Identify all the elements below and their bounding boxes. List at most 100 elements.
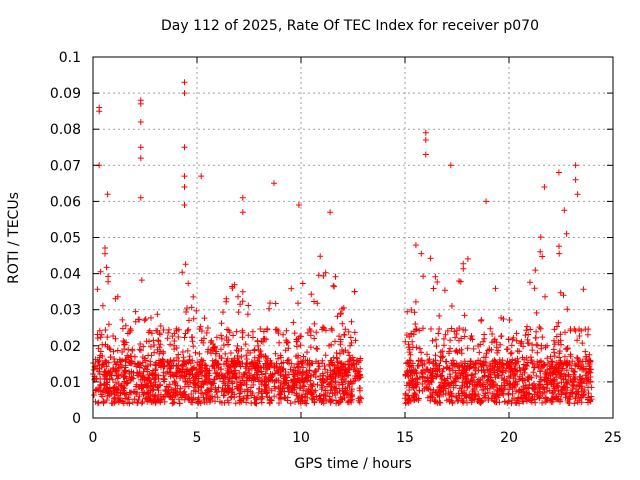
data-point [530, 380, 537, 387]
data-point [234, 352, 241, 359]
data-point [208, 386, 215, 393]
data-point [520, 343, 527, 350]
data-point [297, 358, 304, 365]
data-point [238, 398, 245, 405]
data-point [154, 311, 161, 318]
data-point [97, 376, 104, 382]
data-point [509, 397, 516, 404]
data-point [531, 396, 538, 403]
data-point [216, 371, 223, 378]
data-point [409, 370, 416, 377]
data-point [331, 368, 337, 375]
data-point [115, 392, 122, 399]
data-point [136, 316, 143, 323]
data-point [476, 399, 483, 406]
data-point [295, 375, 301, 382]
data-point [165, 384, 172, 391]
data-point [106, 375, 113, 382]
data-point [556, 243, 562, 250]
data-point [204, 387, 211, 394]
data-point [123, 375, 130, 382]
data-point [271, 363, 278, 370]
data-point [561, 207, 568, 214]
data-point [557, 359, 564, 366]
data-point [331, 384, 338, 391]
data-point [562, 329, 568, 336]
data-point [220, 342, 227, 349]
data-point [551, 337, 557, 344]
data-point [537, 234, 544, 241]
data-point [464, 255, 471, 262]
data-point [235, 348, 242, 354]
data-point [494, 387, 501, 394]
data-point [461, 333, 468, 340]
data-point [147, 385, 154, 392]
data-point [189, 396, 196, 403]
data-point [97, 348, 104, 355]
data-point [409, 380, 416, 387]
data-point [422, 129, 429, 136]
data-point [424, 351, 430, 358]
data-point [256, 385, 263, 392]
data-point [448, 303, 455, 309]
data-point [507, 350, 514, 357]
data-point [416, 345, 423, 352]
data-point [577, 376, 584, 383]
data-point [556, 348, 563, 355]
data-point [463, 380, 470, 386]
data-point [289, 387, 296, 394]
data-point [154, 384, 161, 391]
data-point [179, 362, 185, 369]
data-point [413, 344, 420, 351]
data-point [241, 388, 248, 395]
data-point [245, 302, 252, 309]
data-point [167, 369, 174, 376]
data-point [568, 365, 575, 372]
data-point [173, 345, 180, 351]
data-point [203, 399, 210, 406]
data-point [481, 331, 488, 338]
data-point [530, 386, 537, 393]
data-point [547, 370, 554, 377]
data-point [429, 337, 436, 344]
data-point [104, 191, 111, 198]
data-point [111, 394, 118, 401]
data-point [144, 368, 151, 375]
data-point [157, 341, 164, 348]
data-point [266, 305, 273, 312]
data-point [442, 331, 449, 338]
data-point [560, 292, 567, 299]
data-point [501, 382, 508, 389]
data-point [412, 298, 419, 305]
data-point [99, 361, 106, 368]
data-point [550, 381, 557, 388]
data-point [181, 173, 188, 180]
data-point [106, 384, 113, 391]
data-point [272, 350, 279, 357]
y-tick-label: 0.04 [50, 267, 81, 283]
data-point [514, 348, 521, 354]
data-point [139, 359, 146, 366]
data-point [113, 384, 120, 391]
data-point [213, 389, 220, 396]
data-point [447, 162, 454, 169]
data-point [460, 265, 467, 272]
data-point [408, 307, 415, 313]
data-point [414, 362, 421, 369]
data-point [322, 352, 329, 359]
data-point [448, 360, 455, 367]
data-point [260, 328, 267, 335]
data-point [234, 385, 241, 392]
data-point [480, 367, 487, 374]
data-point [436, 399, 443, 406]
data-point [105, 321, 112, 328]
data-point [97, 334, 104, 341]
data-point [181, 90, 188, 97]
data-point [456, 337, 462, 344]
data-point [275, 330, 282, 337]
data-point [121, 367, 128, 374]
data-point [341, 332, 348, 338]
data-point [290, 371, 297, 378]
data-point [118, 364, 125, 370]
data-point [102, 245, 108, 251]
